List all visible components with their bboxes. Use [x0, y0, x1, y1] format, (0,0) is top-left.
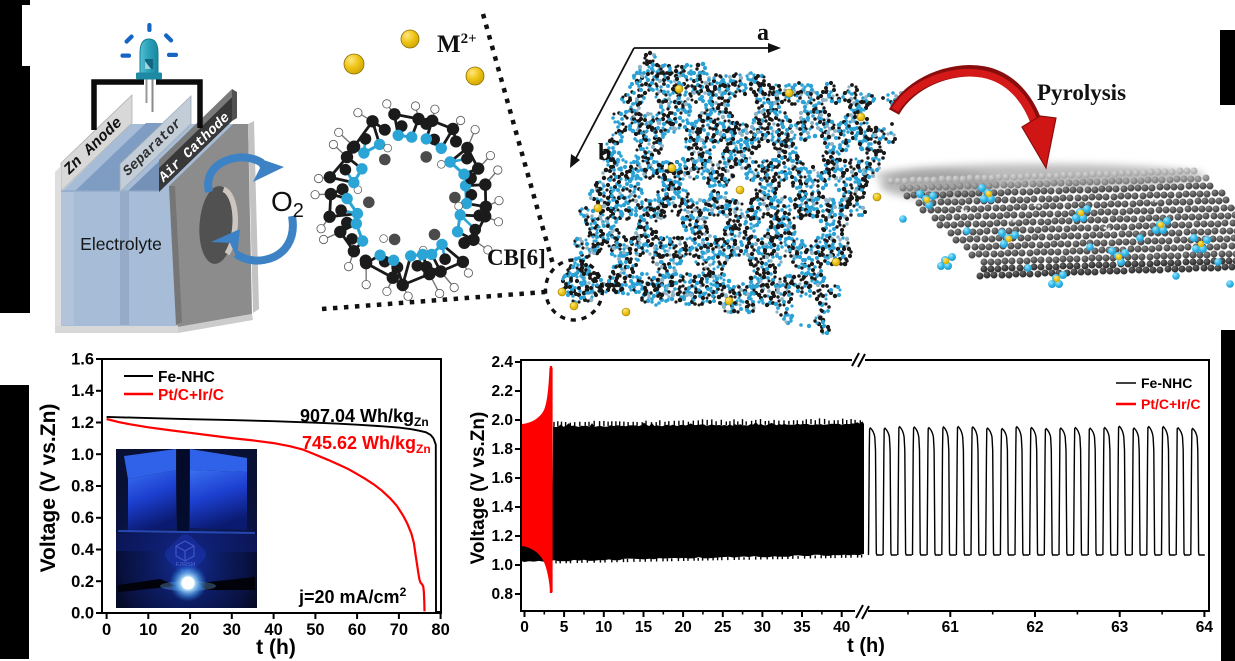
- svg-text:30: 30: [223, 621, 241, 639]
- svg-text:1.2: 1.2: [491, 528, 513, 545]
- svg-text:50: 50: [306, 621, 324, 639]
- svg-text:2.4: 2.4: [491, 354, 513, 371]
- svg-text:Voltage (V vs.Zn): Voltage (V vs.Zn): [37, 404, 60, 573]
- svg-text:0: 0: [520, 619, 529, 636]
- svg-text:60: 60: [348, 621, 366, 639]
- svg-text:0.8: 0.8: [491, 586, 513, 603]
- svg-text:2.0: 2.0: [491, 412, 513, 429]
- svg-text:907.04 Wh/kgZn: 907.04 Wh/kgZn: [300, 406, 429, 429]
- svg-text:t (h): t (h): [256, 636, 296, 659]
- svg-text:0.0: 0.0: [71, 605, 94, 623]
- svg-text:a: a: [757, 20, 769, 46]
- svg-text:Electrolyte: Electrolyte: [80, 234, 162, 254]
- svg-text:t (h): t (h): [847, 635, 885, 657]
- svg-text:j=20 mA/cm2: j=20 mA/cm2: [298, 585, 407, 607]
- svg-text:40: 40: [833, 619, 850, 636]
- svg-text:40: 40: [264, 621, 282, 639]
- svg-text:62: 62: [1026, 619, 1043, 636]
- svg-text:1.0: 1.0: [71, 446, 94, 464]
- svg-text:b: b: [598, 140, 611, 166]
- svg-text:1.2: 1.2: [71, 414, 94, 432]
- svg-text:0.4: 0.4: [71, 541, 95, 559]
- svg-text:1.6: 1.6: [71, 351, 94, 369]
- svg-text:CB[6]: CB[6]: [487, 245, 546, 270]
- svg-text:1.6: 1.6: [491, 470, 513, 487]
- svg-text:10: 10: [139, 621, 157, 639]
- svg-text:35: 35: [793, 619, 811, 636]
- svg-text:0.6: 0.6: [71, 509, 94, 527]
- svg-text:1.4: 1.4: [71, 382, 95, 400]
- svg-text:15: 15: [635, 619, 653, 636]
- svg-text:70: 70: [390, 621, 408, 639]
- svg-text:Fe-NHC: Fe-NHC: [158, 369, 215, 386]
- svg-text:25: 25: [714, 619, 732, 636]
- svg-text:Fe-NHC: Fe-NHC: [1141, 375, 1192, 391]
- svg-text:Pyrolysis: Pyrolysis: [1037, 80, 1126, 105]
- svg-text:Pt/C+Ir/C: Pt/C+Ir/C: [1141, 396, 1201, 412]
- svg-text:2.2: 2.2: [491, 383, 513, 400]
- svg-text:1.8: 1.8: [491, 441, 513, 458]
- svg-text:10: 10: [595, 619, 612, 636]
- svg-text:0: 0: [102, 621, 111, 639]
- svg-text:20: 20: [181, 621, 199, 639]
- svg-text:30: 30: [754, 619, 771, 636]
- svg-text:1.0: 1.0: [491, 557, 513, 574]
- svg-text:1.4: 1.4: [491, 499, 513, 516]
- svg-text:Voltage (V vs.Zn): Voltage (V vs.Zn): [468, 412, 489, 565]
- svg-text:20: 20: [674, 619, 691, 636]
- svg-text:0.2: 0.2: [71, 573, 94, 591]
- svg-text:5: 5: [560, 619, 569, 636]
- svg-text:64: 64: [1196, 619, 1214, 636]
- svg-text:0.8: 0.8: [71, 478, 94, 496]
- svg-text:63: 63: [1111, 619, 1129, 636]
- svg-text:745.62 Wh/kgZn: 745.62 Wh/kgZn: [302, 433, 431, 456]
- svg-text:Pt/C+Ir/C: Pt/C+Ir/C: [158, 387, 224, 404]
- svg-text:61: 61: [942, 619, 960, 636]
- svg-text:80: 80: [431, 621, 449, 639]
